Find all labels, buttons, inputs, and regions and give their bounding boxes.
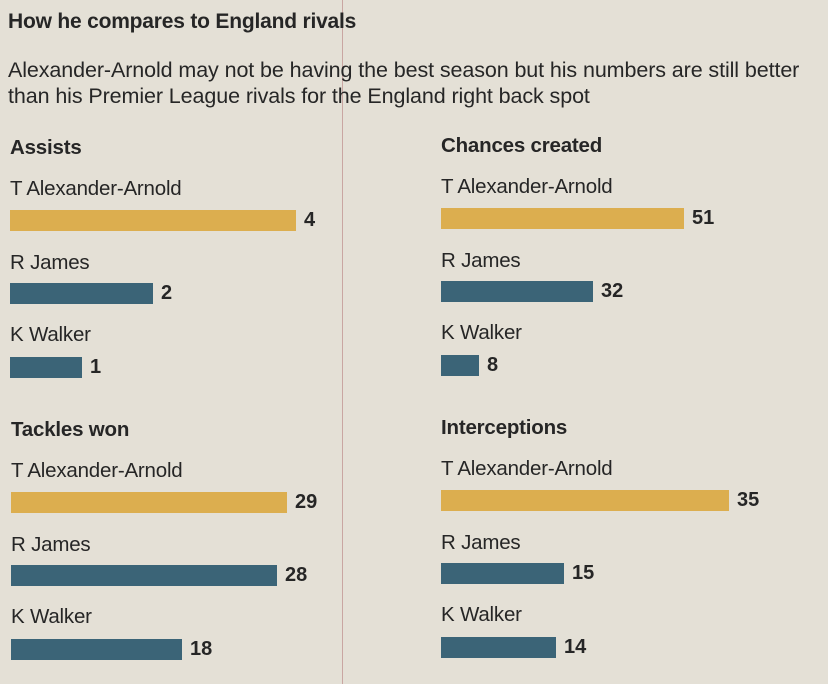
bar — [11, 565, 277, 586]
data-label: 28 — [285, 564, 308, 586]
category-label: T Alexander-Arnold — [441, 457, 613, 480]
category-label: T Alexander-Arnold — [10, 177, 182, 200]
bar — [441, 208, 684, 229]
category-label: T Alexander-Arnold — [441, 175, 613, 198]
category-label: K Walker — [11, 605, 92, 628]
data-label: 2 — [161, 282, 173, 304]
data-label: 32 — [601, 280, 624, 302]
chart-title: Chances created — [441, 134, 603, 157]
chart-panel-chances-created: Chances created T Alexander-Arnold 51 R Jam… — [441, 134, 828, 394]
data-label: 8 — [487, 354, 499, 376]
category-label: R James — [10, 251, 90, 274]
data-label: 51 — [692, 207, 715, 229]
chart-panel-tackles-won: Tackles won T Alexander-Arnold 29 R James 28… — [11, 418, 401, 678]
bar — [10, 283, 153, 304]
bar — [441, 281, 593, 302]
data-label: 35 — [737, 489, 760, 511]
category-label: R James — [11, 533, 91, 556]
data-label: 29 — [295, 491, 318, 513]
bar — [441, 490, 729, 511]
bar — [441, 563, 564, 584]
chart-panel-interceptions: Interceptions T Alexander-Arnold 35 R James… — [441, 416, 828, 676]
data-label: 1 — [90, 356, 102, 378]
bar — [441, 637, 556, 658]
data-label: 14 — [564, 636, 587, 658]
chart-title: Interceptions — [441, 416, 568, 439]
graphic-title: How he compares to England rivals — [8, 10, 357, 33]
data-label: 15 — [572, 562, 595, 584]
chart-title: Tackles won — [11, 418, 130, 441]
category-label: R James — [441, 531, 521, 554]
chart-title: Assists — [10, 136, 82, 159]
category-label: K Walker — [441, 603, 522, 626]
bar — [10, 210, 296, 231]
chart-panel-assists: Assists T Alexander-Arnold 4 R James 2 K Walk… — [10, 136, 400, 396]
bar — [11, 639, 182, 660]
data-label: 4 — [304, 209, 316, 231]
bar — [11, 492, 287, 513]
data-label: 18 — [190, 638, 213, 660]
category-label: T Alexander-Arnold — [11, 459, 183, 482]
category-label: K Walker — [441, 321, 522, 344]
bar — [10, 357, 82, 378]
graphic-subtitle: Alexander-Arnold may not be having the b… — [8, 58, 800, 108]
category-label: R James — [441, 249, 521, 272]
category-label: K Walker — [10, 323, 91, 346]
page-fold-line — [342, 0, 343, 684]
bar — [441, 355, 479, 376]
